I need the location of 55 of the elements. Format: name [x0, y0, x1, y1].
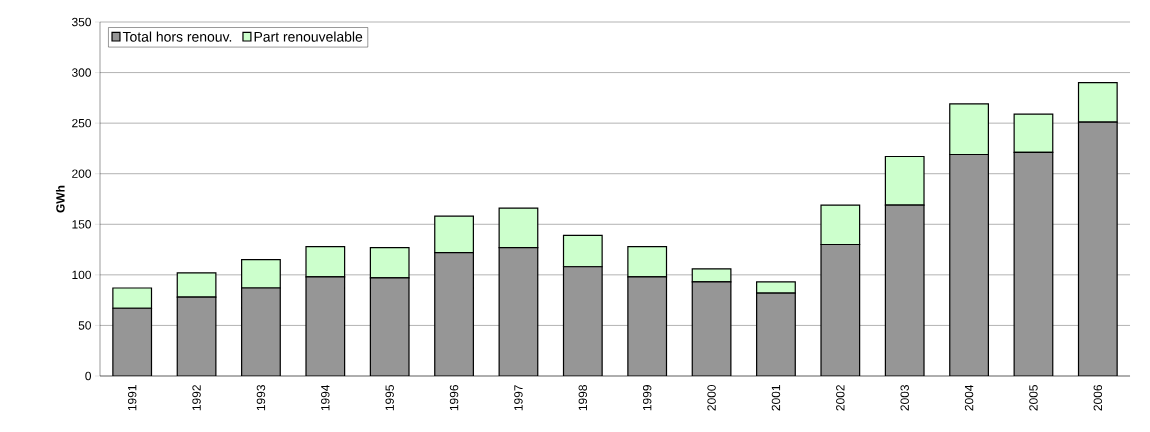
x-tick-label: 1999	[642, 385, 652, 411]
x-tick-label: 1997	[514, 385, 523, 411]
bar	[562, 234, 603, 268]
x-tick-label: 2002	[836, 385, 845, 411]
x-tick-label: 2006	[1093, 385, 1103, 411]
bar	[691, 268, 732, 283]
bar	[498, 207, 539, 249]
x-tick-label: 1993	[256, 385, 266, 411]
x-tick-label: 1995	[385, 385, 394, 411]
bar	[1013, 151, 1054, 376]
x-tick-label: 2005	[1029, 385, 1038, 411]
y-axis-title: GWh	[55, 185, 65, 213]
bar	[434, 215, 474, 254]
bar	[627, 276, 668, 376]
bar	[949, 153, 989, 376]
y-tick-label: 350	[71, 17, 92, 27]
bar	[241, 287, 281, 376]
y-tick-label: 100	[72, 270, 92, 280]
bar	[176, 272, 217, 298]
legend-label: Total hors renouv.	[122, 31, 232, 42]
bar	[562, 266, 603, 376]
bar	[369, 246, 410, 279]
x-tick-label: 2003	[900, 385, 909, 411]
x-tick-label: 1998	[578, 385, 588, 411]
y-tick-label: 250	[72, 118, 92, 128]
y-tick-label: 200	[72, 169, 92, 178]
bar	[884, 204, 925, 376]
bar	[305, 245, 346, 278]
x-tick-label: 1992	[192, 385, 201, 411]
bar	[434, 252, 474, 376]
y-tick-label: 0	[85, 371, 92, 381]
bar	[756, 281, 796, 294]
legend-label: Part renouvelable	[254, 31, 363, 42]
bar	[112, 307, 153, 376]
x-tick-label: 2000	[707, 384, 716, 411]
bar	[369, 277, 410, 376]
x-tick-label: 1994	[321, 384, 330, 411]
bar	[691, 281, 732, 376]
bar	[627, 245, 668, 278]
y-tick-label: 300	[71, 68, 92, 77]
bar	[1077, 121, 1118, 376]
bar	[756, 292, 796, 376]
y-tick-label: 150	[72, 220, 92, 229]
x-tick-label: 1996	[449, 385, 459, 411]
bar	[498, 246, 539, 376]
y-tick-label: 50	[78, 321, 92, 330]
bar	[241, 259, 281, 289]
x-tick-label: 2004	[964, 384, 974, 411]
bar	[820, 243, 861, 376]
x-tick-label: 1991	[127, 385, 137, 411]
bar	[305, 276, 346, 376]
bar	[884, 155, 925, 206]
bar	[176, 296, 217, 376]
x-tick-label: 2001	[771, 385, 781, 411]
bar	[820, 204, 861, 246]
